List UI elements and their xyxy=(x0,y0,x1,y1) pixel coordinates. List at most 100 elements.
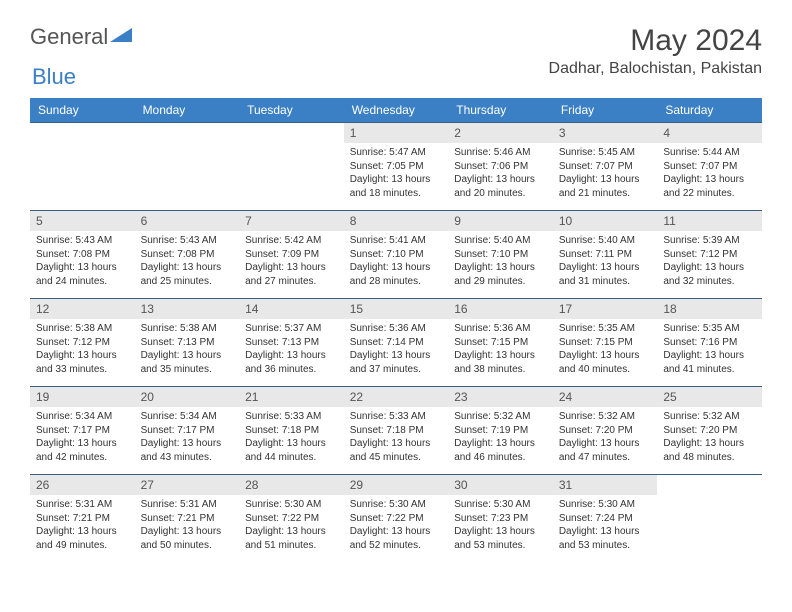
calendar-cell: 15 Sunrise: 5:36 AMSunset: 7:14 PMDayligh… xyxy=(344,299,449,387)
day-line: Daylight: 13 hours xyxy=(454,525,547,539)
calendar-cell: 13Sunrise: 5:38 AMSunset: 7:13 PMDayligh… xyxy=(135,299,240,387)
day-line: Sunset: 7:14 PM xyxy=(350,336,443,350)
day-line: Daylight: 13 hours xyxy=(350,349,443,363)
day-line: Sunset: 7:18 PM xyxy=(245,424,338,438)
calendar-cell: 29Sunrise: 5:30 AMSunset: 7:22 PMDayligh… xyxy=(344,475,449,563)
day-content: Sunrise: 5:32 AMSunset: 7:20 PMDaylight:… xyxy=(657,407,762,466)
day-line: Sunrise: 5:43 AM xyxy=(36,234,129,248)
day-line: Sunset: 7:07 PM xyxy=(559,160,652,174)
day-number: 17 xyxy=(553,299,658,319)
day-line: Sunrise: 5:44 AM xyxy=(663,146,756,160)
weekday-header: Tuesday xyxy=(239,98,344,123)
calendar-cell: . xyxy=(135,123,240,211)
day-line: Daylight: 13 hours xyxy=(663,349,756,363)
day-line: Sunrise: 5:31 AM xyxy=(36,498,129,512)
day-content: Sunrise: 5:40 AMSunset: 7:10 PMDaylight:… xyxy=(448,231,553,290)
day-line: Sunset: 7:18 PM xyxy=(350,424,443,438)
day-number: 2 xyxy=(448,123,553,143)
day-content: Sunrise: 5:32 AMSunset: 7:19 PMDaylight:… xyxy=(448,407,553,466)
calendar-cell: 30Sunrise: 5:30 AMSunset: 7:23 PMDayligh… xyxy=(448,475,553,563)
day-content: Sunrise: 5:37 AMSunset: 7:13 PMDaylight:… xyxy=(239,319,344,378)
day-line: Daylight: 13 hours xyxy=(36,437,129,451)
day-line: Sunset: 7:20 PM xyxy=(559,424,652,438)
calendar-cell: . xyxy=(239,123,344,211)
day-number: 3 xyxy=(553,123,658,143)
day-line: Daylight: 13 hours xyxy=(141,349,234,363)
day-line: Sunset: 7:12 PM xyxy=(36,336,129,350)
calendar-cell: 8Sunrise: 5:41 AMSunset: 7:10 PMDaylight… xyxy=(344,211,449,299)
day-number: 19 xyxy=(30,387,135,407)
day-line: and 50 minutes. xyxy=(141,539,234,553)
day-line: Sunset: 7:24 PM xyxy=(559,512,652,526)
day-line: Daylight: 13 hours xyxy=(245,437,338,451)
day-line: Daylight: 13 hours xyxy=(245,525,338,539)
day-line: Sunrise: 5:36 AM xyxy=(350,322,443,336)
day-content: Sunrise: 5:32 AMSunset: 7:20 PMDaylight:… xyxy=(553,407,658,466)
day-line: Sunset: 7:12 PM xyxy=(663,248,756,262)
day-line: Sunrise: 5:47 AM xyxy=(350,146,443,160)
day-line: Sunset: 7:13 PM xyxy=(141,336,234,350)
day-line: Daylight: 13 hours xyxy=(141,525,234,539)
day-content: Sunrise: 5:33 AMSunset: 7:18 PMDaylight:… xyxy=(239,407,344,466)
day-content: Sunrise: 5:43 AMSunset: 7:08 PMDaylight:… xyxy=(30,231,135,290)
day-number: 29 xyxy=(344,475,449,495)
day-line: Sunset: 7:23 PM xyxy=(454,512,547,526)
day-line: and 32 minutes. xyxy=(663,275,756,289)
calendar-head: SundayMondayTuesdayWednesdayThursdayFrid… xyxy=(30,98,762,123)
day-line: Daylight: 13 hours xyxy=(36,525,129,539)
calendar-cell: 19Sunrise: 5:34 AMSunset: 7:17 PMDayligh… xyxy=(30,387,135,475)
calendar-cell: 6Sunrise: 5:43 AMSunset: 7:08 PMDaylight… xyxy=(135,211,240,299)
day-number: 11 xyxy=(657,211,762,231)
day-number: 1 xyxy=(344,123,449,143)
day-line: and 41 minutes. xyxy=(663,363,756,377)
weekday-header: Monday xyxy=(135,98,240,123)
day-content: Sunrise: 5:34 AMSunset: 7:17 PMDaylight:… xyxy=(135,407,240,466)
day-line: and 45 minutes. xyxy=(350,451,443,465)
day-line: Sunrise: 5:39 AM xyxy=(663,234,756,248)
title-block: May 2024 Dadhar, Balochistan, Pakistan xyxy=(549,24,762,78)
calendar-cell: 4Sunrise: 5:44 AMSunset: 7:07 PMDaylight… xyxy=(657,123,762,211)
day-line: and 38 minutes. xyxy=(454,363,547,377)
day-line: and 20 minutes. xyxy=(454,187,547,201)
day-line: Sunset: 7:17 PM xyxy=(141,424,234,438)
day-line: and 31 minutes. xyxy=(559,275,652,289)
calendar-cell: 5Sunrise: 5:43 AMSunset: 7:08 PMDaylight… xyxy=(30,211,135,299)
day-number: 13 xyxy=(135,299,240,319)
calendar-cell: . xyxy=(30,123,135,211)
day-content: Sunrise: 5:30 AMSunset: 7:23 PMDaylight:… xyxy=(448,495,553,554)
day-line: and 24 minutes. xyxy=(36,275,129,289)
day-line: Sunset: 7:20 PM xyxy=(663,424,756,438)
day-line: Daylight: 13 hours xyxy=(141,261,234,275)
day-line: Sunrise: 5:41 AM xyxy=(350,234,443,248)
weekday-header: Saturday xyxy=(657,98,762,123)
day-line: Sunrise: 5:32 AM xyxy=(454,410,547,424)
day-line: Daylight: 13 hours xyxy=(454,349,547,363)
day-line: Sunrise: 5:37 AM xyxy=(245,322,338,336)
day-number: 18 xyxy=(657,299,762,319)
day-line: Daylight: 13 hours xyxy=(36,349,129,363)
day-line: Daylight: 13 hours xyxy=(663,261,756,275)
day-content: Sunrise: 5:31 AMSunset: 7:21 PMDaylight:… xyxy=(135,495,240,554)
day-line: and 27 minutes. xyxy=(245,275,338,289)
day-content: Sunrise: 5:40 AMSunset: 7:11 PMDaylight:… xyxy=(553,231,658,290)
day-line: Sunrise: 5:43 AM xyxy=(141,234,234,248)
calendar-cell: 14Sunrise: 5:37 AMSunset: 7:13 PMDayligh… xyxy=(239,299,344,387)
day-content: Sunrise: 5:33 AMSunset: 7:18 PMDaylight:… xyxy=(344,407,449,466)
day-content: Sunrise: 5:35 AMSunset: 7:15 PMDaylight:… xyxy=(553,319,658,378)
day-line: and 29 minutes. xyxy=(454,275,547,289)
calendar-cell: 1Sunrise: 5:47 AMSunset: 7:05 PMDaylight… xyxy=(344,123,449,211)
day-number: 15 xyxy=(344,299,449,319)
day-content: Sunrise: 5:38 AMSunset: 7:12 PMDaylight:… xyxy=(30,319,135,378)
day-number: 12 xyxy=(30,299,135,319)
calendar-cell: 10Sunrise: 5:40 AMSunset: 7:11 PMDayligh… xyxy=(553,211,658,299)
day-content: Sunrise: 5:43 AMSunset: 7:08 PMDaylight:… xyxy=(135,231,240,290)
day-number: 5 xyxy=(30,211,135,231)
day-content: Sunrise: 5:41 AMSunset: 7:10 PMDaylight:… xyxy=(344,231,449,290)
calendar-cell: 23Sunrise: 5:32 AMSunset: 7:19 PMDayligh… xyxy=(448,387,553,475)
calendar-row: 5Sunrise: 5:43 AMSunset: 7:08 PMDaylight… xyxy=(30,211,762,299)
day-line: Daylight: 13 hours xyxy=(559,525,652,539)
day-line: Sunset: 7:08 PM xyxy=(36,248,129,262)
day-line: Sunrise: 5:33 AM xyxy=(350,410,443,424)
day-line: Daylight: 13 hours xyxy=(454,261,547,275)
calendar-cell: 20Sunrise: 5:34 AMSunset: 7:17 PMDayligh… xyxy=(135,387,240,475)
